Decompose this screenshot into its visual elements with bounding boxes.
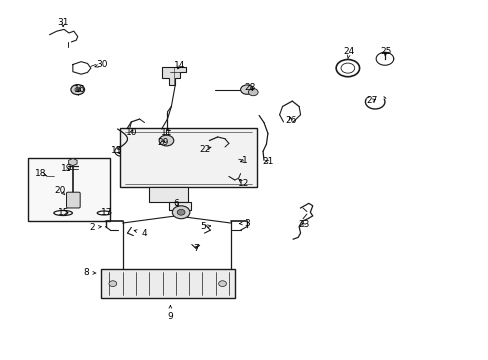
Polygon shape — [101, 269, 234, 298]
Text: 23: 23 — [298, 220, 309, 229]
Text: 24: 24 — [343, 47, 354, 56]
Text: 19: 19 — [61, 164, 72, 173]
Text: 1: 1 — [241, 156, 247, 165]
Polygon shape — [161, 67, 185, 85]
Polygon shape — [149, 187, 188, 202]
Bar — [27, 158, 110, 221]
Circle shape — [172, 206, 189, 219]
Circle shape — [177, 210, 184, 215]
Text: 3: 3 — [244, 219, 249, 228]
Text: 15: 15 — [58, 208, 70, 217]
Text: 13: 13 — [111, 146, 122, 155]
Text: 2: 2 — [89, 223, 95, 232]
Polygon shape — [120, 128, 256, 187]
Text: 25: 25 — [380, 47, 391, 56]
Text: 18: 18 — [35, 169, 46, 178]
Polygon shape — [68, 158, 77, 166]
Text: 16: 16 — [74, 85, 85, 94]
Text: 29: 29 — [157, 138, 168, 147]
Text: 31: 31 — [57, 18, 69, 27]
Text: 21: 21 — [262, 157, 273, 166]
Text: 5: 5 — [200, 222, 205, 231]
Text: 20: 20 — [54, 185, 66, 194]
Text: 30: 30 — [96, 60, 108, 69]
Text: 28: 28 — [244, 83, 256, 92]
Text: 12: 12 — [237, 179, 249, 188]
Text: 14: 14 — [174, 61, 185, 70]
Text: 17: 17 — [101, 208, 113, 217]
Circle shape — [159, 135, 173, 146]
Text: 9: 9 — [167, 312, 173, 321]
Circle shape — [71, 85, 84, 95]
Text: 10: 10 — [125, 128, 137, 137]
Text: 22: 22 — [199, 145, 210, 154]
Text: 7: 7 — [192, 244, 198, 253]
Circle shape — [75, 87, 81, 92]
Text: 26: 26 — [285, 116, 296, 125]
Circle shape — [109, 281, 117, 287]
FancyBboxPatch shape — [66, 192, 80, 208]
Circle shape — [248, 89, 258, 96]
Text: 8: 8 — [83, 268, 89, 277]
Text: 27: 27 — [366, 96, 377, 105]
Circle shape — [240, 85, 253, 94]
Text: 11: 11 — [161, 128, 172, 137]
Text: 4: 4 — [142, 229, 147, 238]
Circle shape — [218, 281, 226, 287]
Text: 6: 6 — [173, 199, 179, 208]
Polygon shape — [168, 202, 190, 211]
